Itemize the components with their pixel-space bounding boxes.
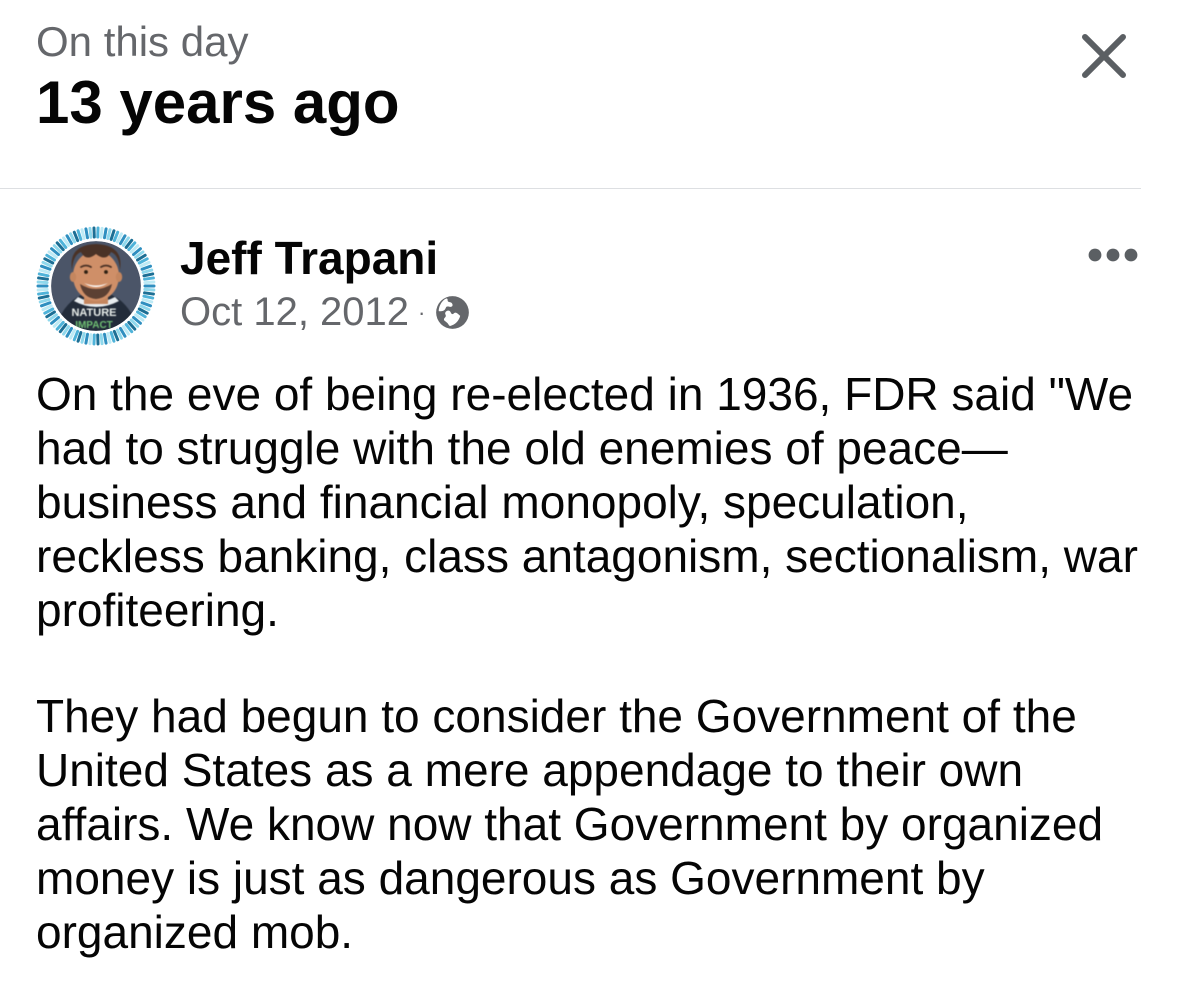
svg-text:NATURE: NATURE (71, 307, 116, 319)
